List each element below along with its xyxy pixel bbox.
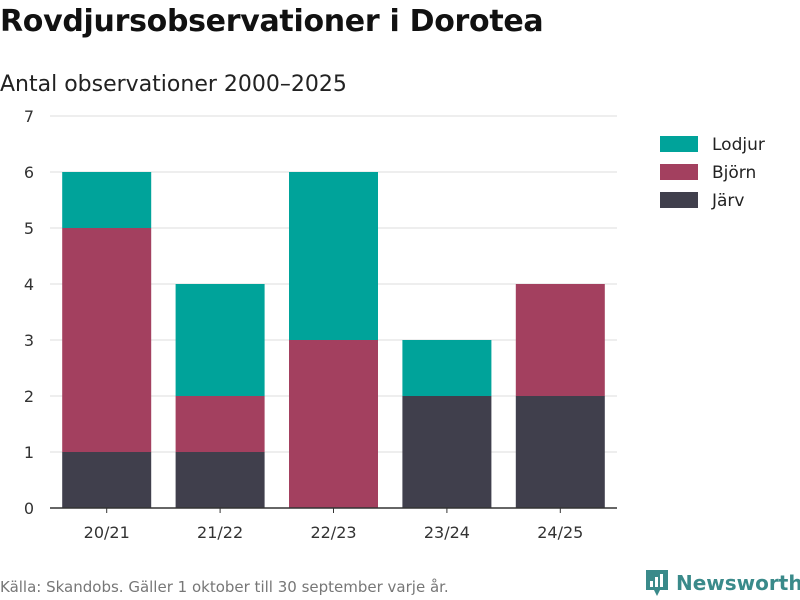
- legend-label-lodjur: Lodjur: [712, 135, 765, 155]
- bar-lodjur-21-22: [175, 284, 265, 396]
- x-tick-label: 20/21: [84, 523, 130, 542]
- y-tick-label: 1: [24, 443, 34, 462]
- bar-järv-24-25: [515, 396, 605, 508]
- legend-label-björn: Björn: [712, 163, 756, 183]
- y-tick-label: 3: [24, 331, 34, 350]
- y-tick-label: 6: [24, 163, 34, 182]
- bar-björn-20-21: [62, 228, 152, 452]
- brand-logo: Newsworthy: [644, 568, 800, 598]
- x-tick-label: 22/23: [310, 523, 356, 542]
- legend-swatch-lodjur: [660, 136, 698, 152]
- chart-subtitle: Antal observationer 2000–2025: [0, 72, 347, 97]
- legend-swatch-järv: [660, 192, 698, 208]
- y-tick-label: 7: [24, 107, 34, 126]
- x-tick-label: 24/25: [537, 523, 583, 542]
- bar-björn-24-25: [515, 284, 605, 396]
- y-tick-label: 0: [24, 499, 34, 518]
- bar-lodjur-22-23: [289, 172, 378, 340]
- brand-name: Newsworthy: [676, 571, 800, 595]
- chart-title: Rovdjursobservationer i Dorotea: [0, 4, 544, 39]
- y-tick-label: 4: [24, 275, 34, 294]
- bar-björn-22-23: [289, 340, 378, 508]
- newsworthy-logo-icon: [646, 570, 668, 596]
- y-tick-label: 2: [24, 387, 34, 406]
- bar-björn-21-22: [175, 396, 265, 452]
- bar-lodjur-20-21: [62, 172, 152, 228]
- bar-järv-23-24: [402, 396, 492, 508]
- bar-järv-21-22: [175, 452, 265, 508]
- legend-swatch-björn: [660, 164, 698, 180]
- source-footnote: Källa: Skandobs. Gäller 1 oktober till 3…: [0, 578, 449, 596]
- x-tick-label: 21/22: [197, 523, 243, 542]
- x-tick-label: 23/24: [424, 523, 470, 542]
- y-tick-label: 5: [24, 219, 34, 238]
- bar-lodjur-23-24: [402, 340, 492, 396]
- legend-label-järv: Järv: [711, 191, 744, 211]
- bar-järv-20-21: [62, 452, 152, 508]
